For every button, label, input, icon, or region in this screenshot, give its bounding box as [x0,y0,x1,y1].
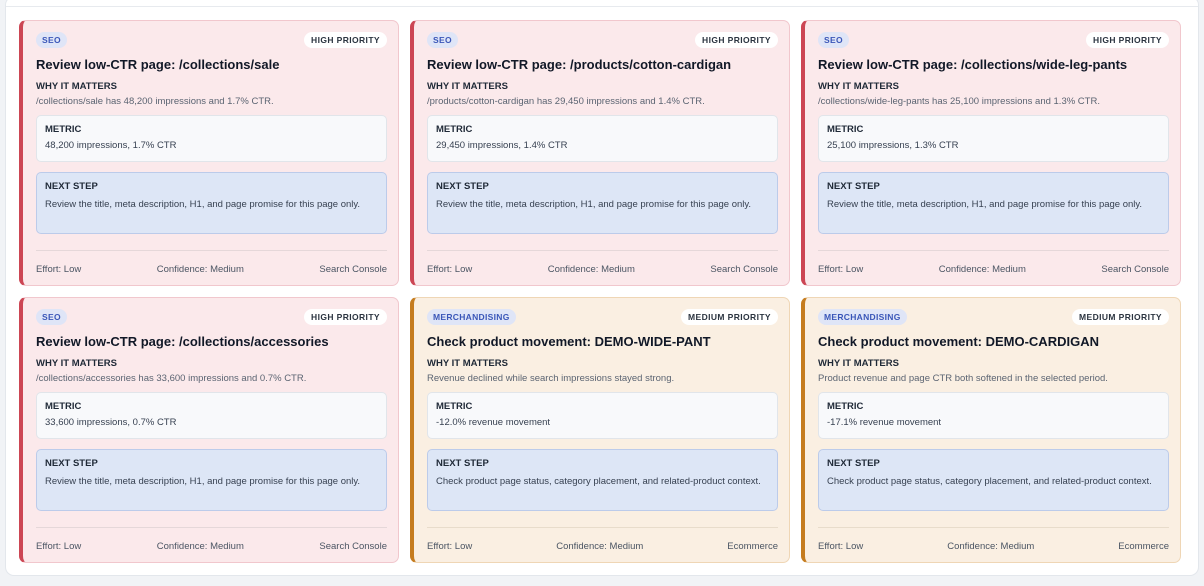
effort-label: Effort: Low [818,540,864,552]
confidence-label: Confidence: Medium [156,263,244,275]
metric-box: METRIC 33,600 impressions, 0.7% CTR [36,392,387,439]
card-footer: Effort: Low Confidence: Medium Ecommerce [818,527,1169,562]
recommendation-grid: SEO HIGH PRIORITY Review low-CTR page: /… [19,20,1181,563]
card-footer: Effort: Low Confidence: Medium Search Co… [36,527,387,562]
confidence-label: Confidence: Medium [556,540,644,552]
why-label: WHY IT MATTERS [427,81,508,92]
card-title: Check product movement: DEMO-CARDIGAN [818,334,1099,349]
confidence-label: Confidence: Medium [156,540,244,552]
metric-value: 25,100 impressions, 1.3% CTR [827,140,959,151]
card-title: Review low-CTR page: /collections/access… [36,334,329,349]
effort-label: Effort: Low [818,263,864,275]
category-tag: MERCHANDISING [427,309,516,325]
why-label: WHY IT MATTERS [36,81,117,92]
priority-badge: HIGH PRIORITY [1086,32,1169,48]
recommendation-card[interactable]: SEO HIGH PRIORITY Review low-CTR page: /… [19,297,399,563]
next-step-label: NEXT STEP [45,458,98,469]
metric-box: METRIC 29,450 impressions, 1.4% CTR [427,115,778,162]
confidence-label: Confidence: Medium [938,263,1026,275]
card-title: Review low-CTR page: /collections/sale [36,57,280,72]
card-footer: Effort: Low Confidence: Medium Ecommerce [427,527,778,562]
next-step-box: NEXT STEP Review the title, meta descrip… [36,172,387,234]
category-tag: SEO [427,32,458,48]
source-label: Ecommerce [727,540,778,552]
effort-label: Effort: Low [427,263,473,275]
card-title: Review low-CTR page: /collections/wide-l… [818,57,1128,72]
next-step-box: NEXT STEP Review the title, meta descrip… [36,449,387,511]
next-step-text: Check product page status, category plac… [827,476,1152,487]
next-step-box: NEXT STEP Check product page status, cat… [427,449,778,511]
why-text: /collections/wide-leg-pants has 25,100 i… [818,96,1100,107]
recommendations-panel: SEO HIGH PRIORITY Review low-CTR page: /… [5,0,1199,576]
priority-badge: MEDIUM PRIORITY [681,309,778,325]
metric-box: METRIC -12.0% revenue movement [427,392,778,439]
priority-badge: HIGH PRIORITY [304,32,387,48]
metric-value: 48,200 impressions, 1.7% CTR [45,140,177,151]
metric-label: METRIC [827,401,864,412]
next-step-text: Review the title, meta description, H1, … [827,199,1143,210]
metric-label: METRIC [436,124,473,135]
why-text: Product revenue and page CTR both soften… [818,373,1108,384]
next-step-text: Review the title, meta description, H1, … [45,199,361,210]
card-footer: Effort: Low Confidence: Medium Search Co… [427,250,778,285]
metric-label: METRIC [45,124,82,135]
card-footer: Effort: Low Confidence: Medium Search Co… [36,250,387,285]
effort-label: Effort: Low [36,263,82,275]
next-step-text: Check product page status, category plac… [436,476,761,487]
next-step-box: NEXT STEP Review the title, meta descrip… [818,172,1169,234]
why-text: /collections/accessories has 33,600 impr… [36,373,307,384]
metric-value: 33,600 impressions, 0.7% CTR [45,417,177,428]
effort-label: Effort: Low [36,540,82,552]
metric-value: 29,450 impressions, 1.4% CTR [436,140,568,151]
next-step-label: NEXT STEP [436,458,489,469]
next-step-box: NEXT STEP Check product page status, cat… [818,449,1169,511]
source-label: Search Console [319,540,387,552]
confidence-label: Confidence: Medium [547,263,635,275]
why-label: WHY IT MATTERS [818,358,899,369]
priority-badge: MEDIUM PRIORITY [1072,309,1169,325]
category-tag: MERCHANDISING [818,309,907,325]
next-step-label: NEXT STEP [827,181,880,192]
category-tag: SEO [36,309,67,325]
card-footer: Effort: Low Confidence: Medium Search Co… [818,250,1169,285]
recommendation-card[interactable]: SEO HIGH PRIORITY Review low-CTR page: /… [19,20,399,286]
card-title: Review low-CTR page: /products/cotton-ca… [427,57,732,72]
next-step-box: NEXT STEP Review the title, meta descrip… [427,172,778,234]
recommendation-card[interactable]: SEO HIGH PRIORITY Review low-CTR page: /… [410,20,790,286]
why-label: WHY IT MATTERS [818,81,899,92]
card-title: Check product movement: DEMO-WIDE-PANT [427,334,711,349]
why-text: /collections/sale has 48,200 impressions… [36,96,274,107]
confidence-label: Confidence: Medium [947,540,1035,552]
recommendation-card[interactable]: MERCHANDISING MEDIUM PRIORITY Check prod… [410,297,790,563]
category-tag: SEO [818,32,849,48]
source-label: Search Console [319,263,387,275]
next-step-text: Review the title, meta description, H1, … [436,199,752,210]
source-label: Search Console [1101,263,1169,275]
metric-label: METRIC [45,401,82,412]
metric-box: METRIC 48,200 impressions, 1.7% CTR [36,115,387,162]
metric-label: METRIC [827,124,864,135]
panel-divider [6,6,1198,7]
source-label: Ecommerce [1118,540,1169,552]
recommendation-card[interactable]: MERCHANDISING MEDIUM PRIORITY Check prod… [801,297,1181,563]
next-step-label: NEXT STEP [45,181,98,192]
priority-badge: HIGH PRIORITY [304,309,387,325]
next-step-label: NEXT STEP [827,458,880,469]
next-step-label: NEXT STEP [436,181,489,192]
metric-box: METRIC 25,100 impressions, 1.3% CTR [818,115,1169,162]
metric-label: METRIC [436,401,473,412]
metric-value: -17.1% revenue movement [827,417,942,428]
recommendation-card[interactable]: SEO HIGH PRIORITY Review low-CTR page: /… [801,20,1181,286]
why-text: /products/cotton-cardigan has 29,450 imp… [427,96,705,107]
next-step-text: Review the title, meta description, H1, … [45,476,361,487]
metric-value: -12.0% revenue movement [436,417,551,428]
why-label: WHY IT MATTERS [427,358,508,369]
why-label: WHY IT MATTERS [36,358,117,369]
why-text: Revenue declined while search impression… [427,373,675,384]
category-tag: SEO [36,32,67,48]
priority-badge: HIGH PRIORITY [695,32,778,48]
source-label: Search Console [710,263,778,275]
effort-label: Effort: Low [427,540,473,552]
metric-box: METRIC -17.1% revenue movement [818,392,1169,439]
